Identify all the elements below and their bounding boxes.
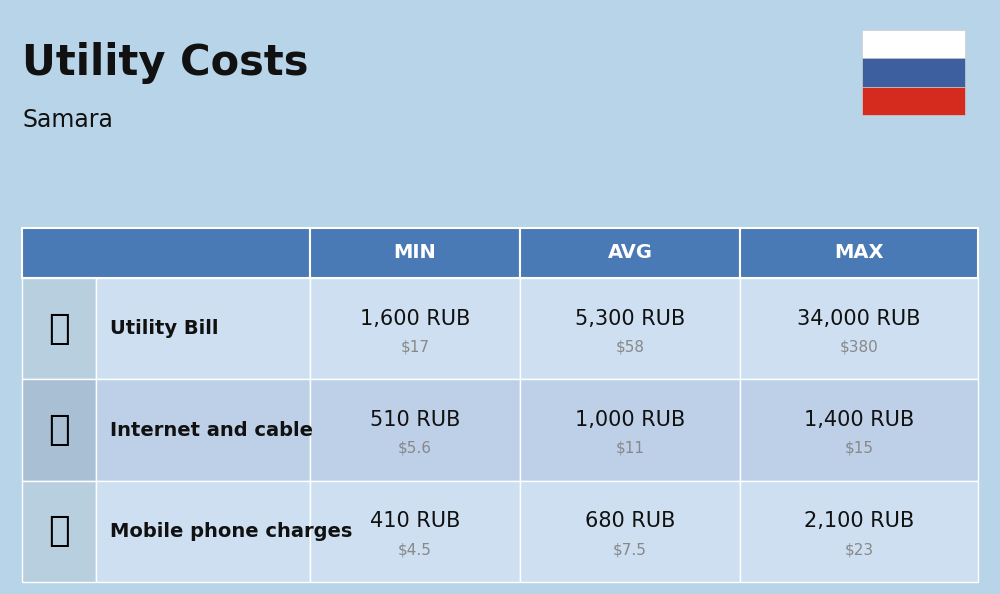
Bar [22, 481, 96, 582]
Bar [310, 481, 520, 582]
Bar [96, 380, 310, 481]
Text: Utility Bill: Utility Bill [110, 319, 218, 338]
Bar [22, 278, 96, 380]
Text: AVG: AVG [608, 244, 652, 263]
Bar [740, 481, 978, 582]
Text: 510 RUB: 510 RUB [370, 410, 460, 430]
Text: $15: $15 [844, 441, 874, 456]
Bar [96, 481, 310, 582]
Text: Mobile phone charges: Mobile phone charges [110, 522, 352, 541]
Text: 2,100 RUB: 2,100 RUB [804, 511, 914, 531]
Bar [862, 87, 965, 115]
Text: $380: $380 [840, 339, 878, 355]
Bar [22, 380, 96, 481]
Bar [520, 228, 740, 278]
Text: $58: $58 [616, 339, 644, 355]
Bar [310, 228, 520, 278]
Text: $23: $23 [844, 542, 874, 557]
Text: 680 RUB: 680 RUB [585, 511, 675, 531]
Bar [310, 278, 520, 380]
Text: $11: $11 [616, 441, 644, 456]
Text: $7.5: $7.5 [613, 542, 647, 557]
Text: $4.5: $4.5 [398, 542, 432, 557]
Text: 34,000 RUB: 34,000 RUB [797, 308, 921, 328]
Bar [96, 278, 310, 380]
Text: 1,600 RUB: 1,600 RUB [360, 308, 470, 328]
Bar [520, 278, 740, 380]
Text: 5,300 RUB: 5,300 RUB [575, 308, 685, 328]
Text: 1,000 RUB: 1,000 RUB [575, 410, 685, 430]
Text: 1,400 RUB: 1,400 RUB [804, 410, 914, 430]
Text: $17: $17 [400, 339, 430, 355]
Text: Samara: Samara [22, 108, 113, 132]
Text: Internet and cable: Internet and cable [110, 421, 313, 440]
Text: MIN: MIN [394, 244, 436, 263]
Bar [520, 481, 740, 582]
Bar [862, 58, 965, 87]
Text: $5.6: $5.6 [398, 441, 432, 456]
Text: Utility Costs: Utility Costs [22, 42, 308, 84]
Bar [740, 380, 978, 481]
Bar [740, 278, 978, 380]
Text: 📱: 📱 [48, 514, 70, 548]
Bar [310, 380, 520, 481]
Text: 🔧: 🔧 [48, 312, 70, 346]
Bar [740, 228, 978, 278]
Text: 410 RUB: 410 RUB [370, 511, 460, 531]
Text: 📶: 📶 [48, 413, 70, 447]
Text: MAX: MAX [834, 244, 884, 263]
Bar [520, 380, 740, 481]
Bar [862, 30, 965, 58]
Bar [22, 228, 310, 278]
